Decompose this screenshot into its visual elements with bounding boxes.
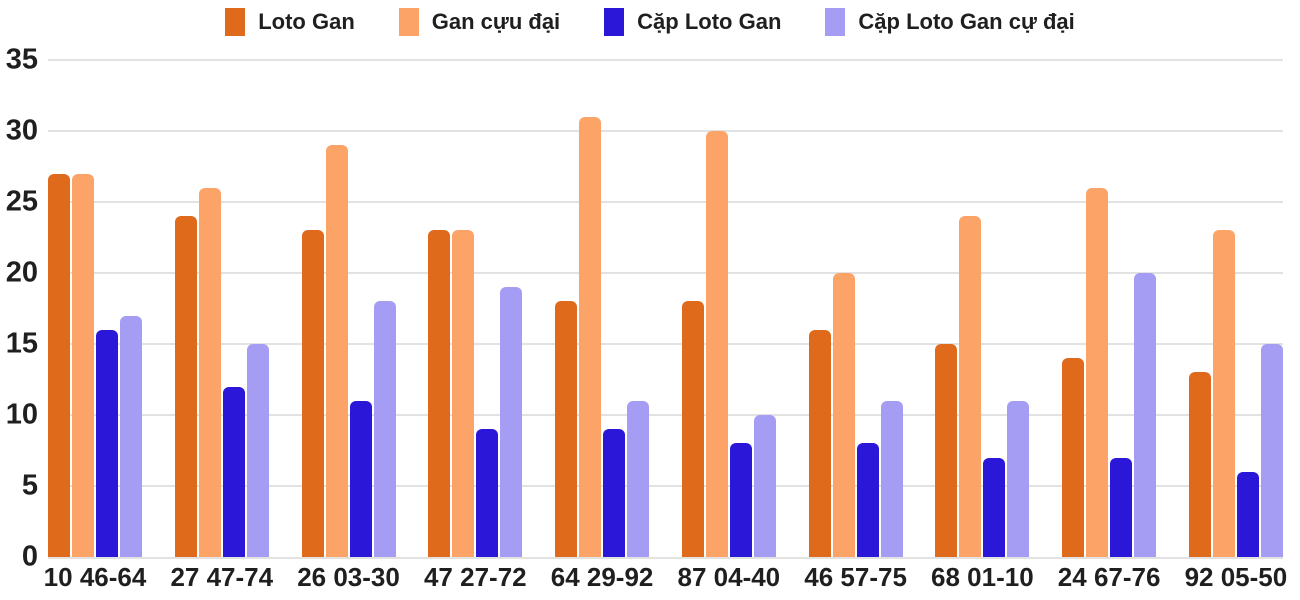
legend-label: Cặp Loto Gan cự đại — [858, 9, 1075, 34]
bar — [96, 329, 118, 557]
bar — [832, 273, 855, 557]
bar — [428, 230, 451, 557]
plot-area — [48, 59, 1283, 559]
bar — [856, 443, 879, 557]
bar — [301, 230, 324, 557]
x-axis: 10 46-64 27 47-74 26 03-30 47 27-72 64 29-92… — [43, 562, 1288, 593]
bar — [1134, 273, 1157, 557]
y-axis: 0 5 10 15 20 25 30 35 — [0, 45, 38, 571]
x-tick-label: 27 47-74 — [170, 562, 274, 592]
legend-label: Cặp Loto Gan — [637, 9, 782, 34]
legend-item: Cặp Loto Gan cự đại — [825, 8, 1075, 36]
bar — [603, 429, 626, 557]
bar — [325, 145, 348, 557]
bar — [705, 131, 728, 557]
legend-swatch — [825, 8, 846, 36]
bar-group — [1062, 60, 1157, 557]
bar — [753, 415, 776, 557]
legend-swatch — [604, 8, 625, 36]
bar — [579, 116, 602, 557]
gridline — [48, 272, 1283, 274]
legend-label: Gan cựu đại — [431, 9, 561, 34]
bar — [452, 230, 475, 557]
legend-swatch — [225, 8, 246, 36]
x-tick-label: 46 57-75 — [804, 562, 907, 592]
bar — [1236, 471, 1259, 557]
bar — [246, 344, 269, 557]
bar — [500, 287, 523, 557]
bar — [72, 173, 94, 557]
bar — [1007, 400, 1030, 557]
y-tick-label: 30 — [5, 114, 38, 147]
x-tick-label: 10 46-64 — [43, 562, 147, 592]
y-tick-label: 0 — [21, 540, 38, 573]
bar-group — [681, 60, 776, 557]
gridline — [48, 342, 1283, 345]
bar — [935, 344, 958, 557]
x-tick-label: 92 05-50 — [1184, 562, 1288, 592]
bar — [373, 301, 396, 557]
bar — [880, 400, 903, 557]
bar — [48, 173, 70, 557]
bar-group — [808, 60, 903, 557]
bar — [627, 400, 650, 557]
gridline — [48, 129, 1283, 132]
y-tick-label: 20 — [5, 256, 38, 289]
y-tick-label: 5 — [21, 469, 38, 502]
bar — [808, 329, 831, 557]
bar — [555, 301, 578, 557]
bar — [1110, 457, 1133, 557]
y-tick-label: 15 — [5, 327, 38, 360]
bar — [729, 443, 752, 557]
x-tick-label: 26 03-30 — [297, 562, 400, 592]
gridline — [48, 414, 1283, 416]
bar-group — [935, 60, 1030, 557]
bar-group — [1188, 60, 1283, 557]
bar — [1062, 358, 1085, 557]
bar — [198, 187, 221, 557]
bar — [983, 457, 1006, 557]
y-tick-label: 35 — [5, 43, 38, 76]
x-tick-label: 87 04-40 — [677, 562, 781, 592]
legend-item: Loto Gan — [225, 8, 355, 36]
legend-item: Cặp Loto Gan — [604, 8, 781, 36]
legend-swatch — [398, 8, 419, 36]
gridline — [48, 200, 1283, 203]
y-tick-label: 25 — [5, 185, 38, 218]
bar-group — [428, 60, 523, 557]
bar — [120, 315, 142, 557]
bar-group — [301, 60, 396, 557]
bar — [959, 216, 982, 557]
bar-group — [174, 60, 269, 557]
gridline — [48, 485, 1283, 487]
bar-group — [555, 60, 650, 557]
bar — [222, 386, 245, 557]
bar-group — [48, 60, 142, 557]
bar — [174, 216, 197, 557]
bar — [1212, 230, 1235, 557]
x-tick-label: 64 29-92 — [550, 562, 654, 592]
x-tick-label: 68 01-10 — [931, 562, 1034, 592]
x-tick-label: 47 27-72 — [423, 562, 527, 592]
x-tick-label: 24 67-76 — [1057, 562, 1161, 592]
bar — [681, 301, 704, 557]
bar-groups — [48, 60, 1283, 557]
bar — [1188, 372, 1211, 557]
bar — [349, 400, 372, 557]
legend: Loto Gan Gan cựu đại Cặp Loto Gan Cặp Loto … — [0, 8, 1300, 36]
y-tick-label: 10 — [5, 398, 38, 431]
legend-label: Loto Gan — [258, 9, 355, 34]
legend-item: Gan cựu đại — [398, 8, 561, 36]
bar — [1260, 344, 1283, 557]
bar — [476, 429, 499, 557]
bar — [1086, 187, 1109, 557]
gridline — [48, 59, 1283, 61]
